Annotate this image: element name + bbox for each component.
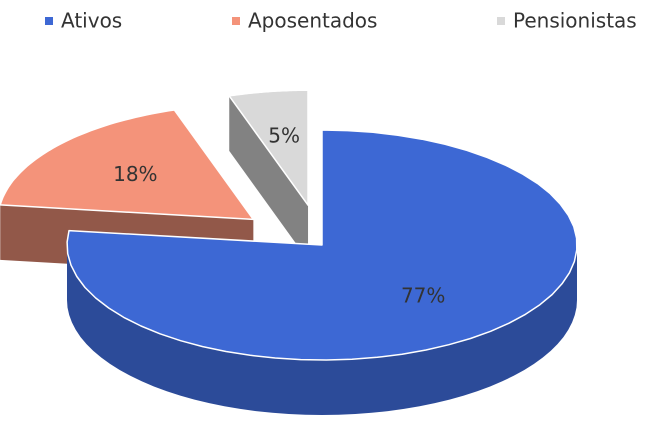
- slice-label: 18%: [113, 162, 157, 186]
- slice-top: [66, 129, 578, 361]
- pie-slice: [228, 89, 309, 261]
- slice-label: 77%: [401, 283, 445, 307]
- slice-top: [0, 109, 254, 221]
- legend-swatch: [232, 17, 240, 25]
- legend-swatch: [45, 17, 53, 25]
- legend-swatch: [497, 17, 505, 25]
- slice-side: [229, 95, 309, 261]
- legend-text: Aposentados: [248, 9, 377, 33]
- pie-slice: [66, 129, 578, 415]
- slice-wall: [67, 245, 577, 415]
- legend-text: Pensionistas: [513, 9, 637, 33]
- legend-text: Ativos: [61, 9, 122, 33]
- slice-top: [228, 89, 309, 206]
- slice-label: 5%: [268, 124, 300, 148]
